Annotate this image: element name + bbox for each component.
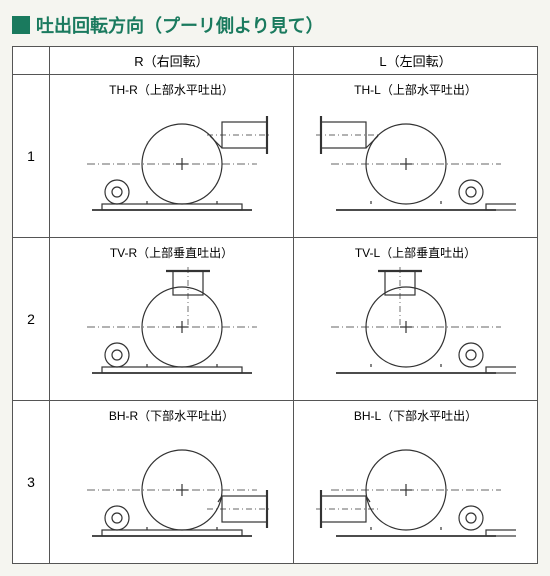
cell-label: BH-L（下部水平吐出） <box>300 407 531 424</box>
cell-TH-R: TH-R（上部水平吐出） <box>50 75 294 238</box>
header-r: R（右回転） <box>50 47 294 75</box>
table-row: 3 BH-R（下部水平吐出） BH-L（下部水平吐出） <box>13 401 538 564</box>
blower-diagram <box>300 265 531 385</box>
cell-label: TH-L（上部水平吐出） <box>300 81 531 98</box>
blower-diagram <box>56 102 287 222</box>
page-title-row: 吐出回転方向（プーリ側より見て） <box>12 12 538 38</box>
cell-TV-R: TV-R（上部垂直吐出） <box>50 238 294 401</box>
cell-BH-R: BH-R（下部水平吐出） <box>50 401 294 564</box>
cell-BH-L: BH-L（下部水平吐出） <box>294 401 538 564</box>
cell-TH-L: TH-L（上部水平吐出） <box>294 75 538 238</box>
blower-diagram <box>300 428 531 548</box>
header-l: L（左回転） <box>294 47 538 75</box>
cell-label: BH-R（下部水平吐出） <box>56 407 287 424</box>
blower-diagram <box>56 428 287 548</box>
row-number: 1 <box>13 75 50 238</box>
header-blank <box>13 47 50 75</box>
row-number: 3 <box>13 401 50 564</box>
title-square-icon <box>12 16 30 34</box>
cell-label: TV-R（上部垂直吐出） <box>56 244 287 261</box>
cell-TV-L: TV-L（上部垂直吐出） <box>294 238 538 401</box>
cell-label: TH-R（上部水平吐出） <box>56 81 287 98</box>
table-row: 2 TV-R（上部垂直吐出） TV-L（上部垂直吐出） <box>13 238 538 401</box>
blower-diagram <box>56 265 287 385</box>
row-number: 2 <box>13 238 50 401</box>
cell-label: TV-L（上部垂直吐出） <box>300 244 531 261</box>
page-title: 吐出回転方向（プーリ側より見て） <box>36 12 324 38</box>
table-row: 1 TH-R（上部水平吐出） TH-L（上部水平吐出） <box>13 75 538 238</box>
rotation-table: R（右回転） L（左回転） 1 TH-R（上部水平吐出） TH-L（上部水平吐出） 2… <box>12 46 538 564</box>
blower-diagram <box>300 102 531 222</box>
